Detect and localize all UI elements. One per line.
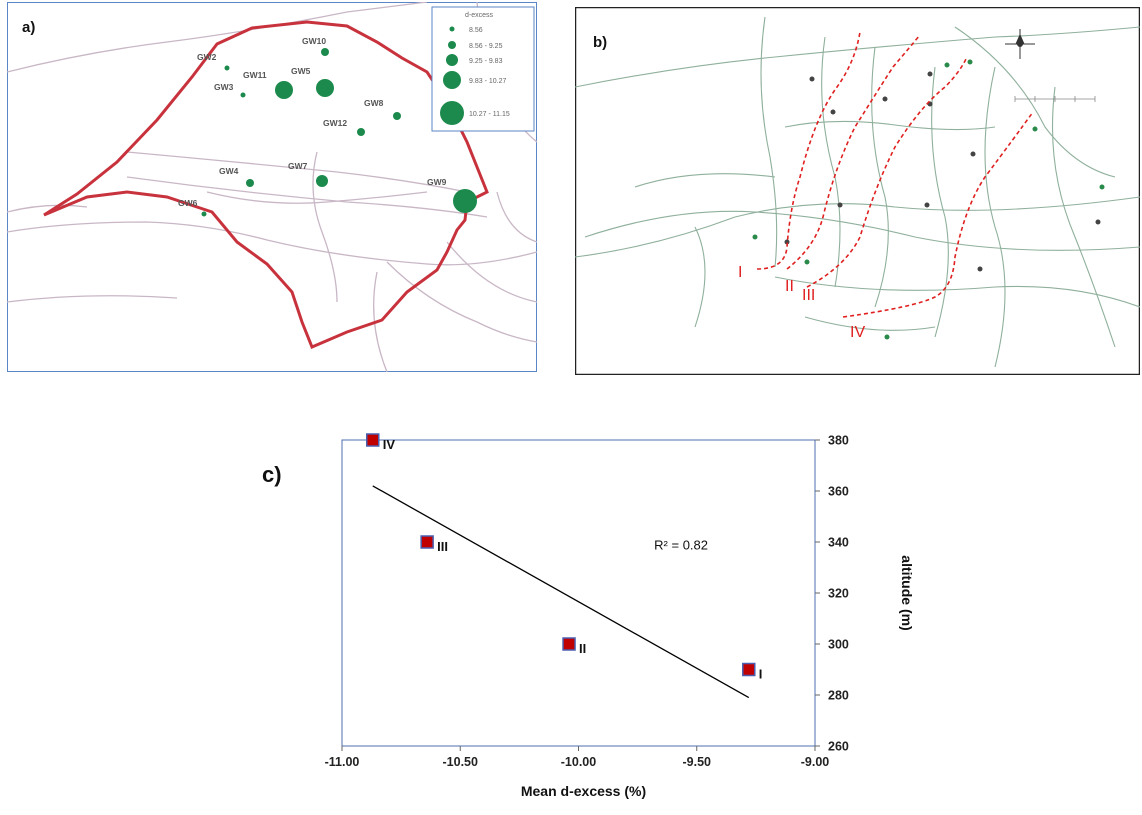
north-arrow-icon <box>1005 29 1035 59</box>
legend-class-1: 8.56 - 9.25 <box>469 43 503 50</box>
well-label-gw4: GW4 <box>219 166 239 176</box>
well-label-gw7: GW7 <box>288 161 308 171</box>
panel-a-svg: GW2 GW3 GW11 GW5 GW10 GW8 GW12 GW4 GW7 GW9 GW6 d-ex… <box>6 1 538 373</box>
x-axis-label: Mean d-excess (%) <box>521 783 646 799</box>
x-tick-label-4: -9.00 <box>801 755 830 769</box>
y-tick-label-5: 360 <box>828 485 849 499</box>
well-label-gw8: GW8 <box>364 98 384 108</box>
point-label-iv: IV <box>383 437 396 452</box>
point-marker-iii <box>420 535 434 549</box>
legend-marker-1 <box>448 41 456 49</box>
zone-label-iii: III <box>802 287 815 304</box>
well-marker-gw12 <box>357 128 365 136</box>
zone-label-i: I <box>738 264 742 281</box>
scale-bar <box>1014 96 1096 102</box>
trendline <box>372 485 750 699</box>
x-tick-label-3: -9.50 <box>683 755 712 769</box>
panel-b-label: b) <box>593 34 607 51</box>
legend-marker-0 <box>449 26 455 32</box>
x-tick-label-1: -10.50 <box>443 755 478 769</box>
legend-class-3: 9.83 - 10.27 <box>469 78 506 85</box>
well-marker-gw8 <box>393 112 401 120</box>
roads-b <box>574 16 1141 368</box>
size-legend: d-excess 8.56 8.56 - 9.25 9.25 - 9.83 9.83 -… <box>431 6 535 132</box>
r-squared-label: R² = 0.82 <box>654 538 708 553</box>
well-marker-gw2 <box>224 65 230 71</box>
point-label-ii: II <box>579 641 586 656</box>
y-tick-label-3: 320 <box>828 587 849 601</box>
well-marker-gw6 <box>201 211 207 217</box>
legend-marker-4 <box>440 101 464 125</box>
panel-b-wells <box>752 59 1105 340</box>
panel-b-frame <box>574 6 1141 376</box>
legend-title: d-excess <box>465 12 494 19</box>
well-label-gw12: GW12 <box>323 118 347 128</box>
legend-marker-2 <box>446 54 458 66</box>
well-label-gw10: GW10 <box>302 36 326 46</box>
well-label-gw9: GW9 <box>427 177 447 187</box>
plot-area <box>341 439 816 747</box>
well-marker-gw9 <box>453 189 477 213</box>
well-label-gw11: GW11 <box>243 70 267 80</box>
legend-class-4: 10.27 - 11.15 <box>469 111 510 118</box>
point-label-i: I <box>759 667 763 682</box>
panel-b-overlay <box>575 7 1140 375</box>
study-area-boundary <box>43 20 489 349</box>
well-label-gw5: GW5 <box>291 66 311 76</box>
well-marker-gw3 <box>240 92 246 98</box>
zone-lines <box>756 31 1034 318</box>
zone-label-iv: IV <box>850 324 865 341</box>
legend-class-2: 9.25 - 9.83 <box>469 58 503 65</box>
y-tick-label-2: 300 <box>828 638 849 652</box>
panel-a-overlay <box>7 2 537 372</box>
panel-a-label: a) <box>22 19 35 36</box>
panel-b-map: b) I II III IV <box>574 6 1141 376</box>
legend-marker-3 <box>443 71 461 89</box>
zone-label-ii: II <box>785 278 794 295</box>
well-label-gw2: GW2 <box>197 52 217 62</box>
panel-a-map: GW2 GW3 GW11 GW5 GW10 GW8 GW12 GW4 GW7 GW9 GW6 d-ex… <box>6 1 538 373</box>
x-tick-label-2: -10.00 <box>561 755 596 769</box>
well-label-gw3: GW3 <box>214 82 234 92</box>
well-marker-gw7 <box>316 175 328 187</box>
panel-c-chart: -11.00 -10.50 -10.00 -9.50 -9.00 260 280 300 320… <box>260 420 920 810</box>
y-tick-label-1: 280 <box>828 689 849 703</box>
point-marker-iv <box>365 433 380 447</box>
well-marker-gw11 <box>275 81 293 99</box>
point-label-iii: III <box>437 539 448 554</box>
panel-c-label: c) <box>262 462 282 487</box>
legend-class-0: 8.56 <box>469 27 483 34</box>
well-marker-gw10 <box>321 48 329 56</box>
well-label-gw6: GW6 <box>178 198 198 208</box>
well-marker-gw5 <box>316 79 334 97</box>
well-marker-gw4 <box>246 179 254 187</box>
y-tick-label-0: 260 <box>828 740 849 754</box>
point-marker-i <box>742 662 756 677</box>
y-tick-label-4: 340 <box>828 536 849 550</box>
point-marker-ii <box>562 637 576 651</box>
y-axis-label: altitude (m) <box>899 555 915 630</box>
y-tick-label-6: 380 <box>828 434 849 448</box>
x-tick-label-0: -11.00 <box>325 755 360 769</box>
